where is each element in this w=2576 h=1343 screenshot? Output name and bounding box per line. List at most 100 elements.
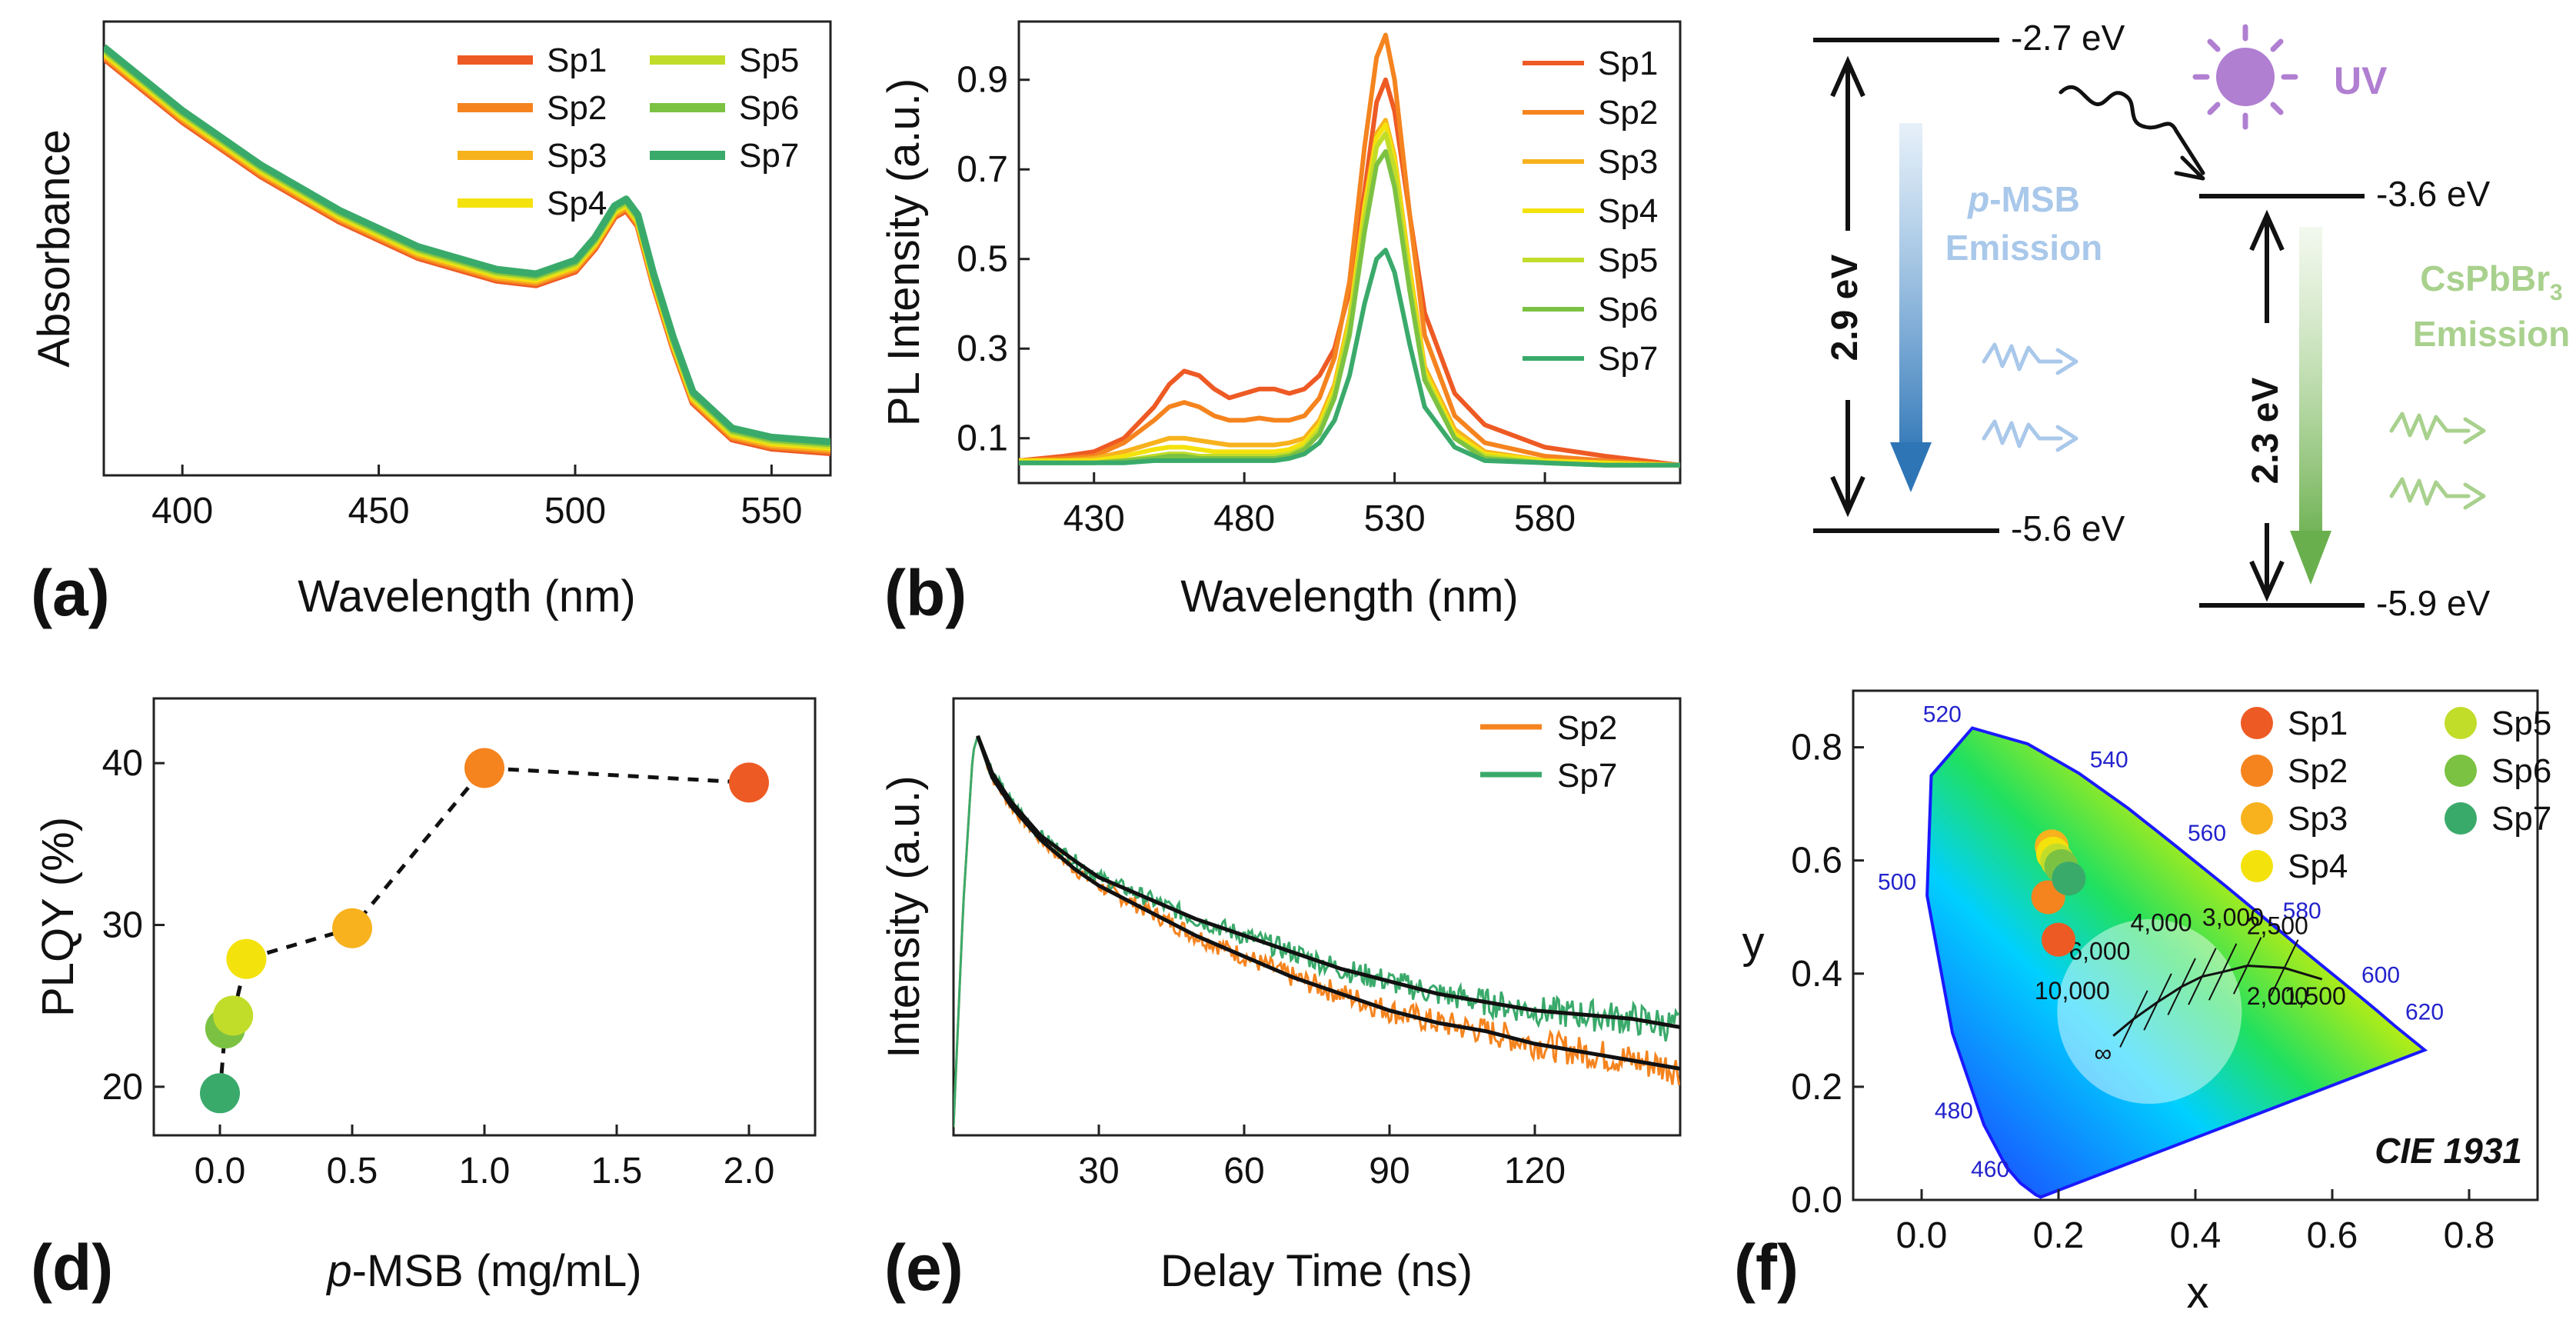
plot-frame (952, 697, 1682, 1137)
legend-label: Sp7 (1598, 340, 1658, 378)
series-line-sp7 (954, 735, 1680, 1128)
y-tick-label: 40 (102, 743, 143, 784)
x-tick-label: 120 (1504, 1151, 1566, 1191)
wavelength-label: 560 (2188, 821, 2226, 846)
legend-swatch-sp2 (2241, 755, 2273, 787)
x-axis-title: x (2187, 1268, 2209, 1318)
legend-label: Sp3 (1598, 143, 1658, 181)
legend-label: Sp4 (1598, 192, 1658, 230)
legend-label: Sp5 (1598, 242, 1658, 279)
y-axis-title: Absorbance (29, 129, 79, 368)
x-axis-title: Delay Time (ns) (1160, 1246, 1473, 1296)
pmsb-homo-label: -5.6 eV (2011, 508, 2125, 548)
isotherm-line (2269, 939, 2299, 997)
wavelength-label: 520 (1923, 702, 1962, 728)
panel-label: (e) (884, 1231, 964, 1304)
panel-label: (b) (884, 557, 967, 629)
y-tick-label: 0.7 (957, 149, 1008, 190)
series-line-sp6 (1019, 148, 1680, 468)
x-axis-title: Wavelength (nm) (298, 572, 635, 622)
legend-swatch-sp4 (2241, 850, 2273, 882)
legend: Sp1 Sp2 Sp3 Sp4 Sp5 Sp6 Sp7 (1523, 45, 1658, 378)
x-tick-label: 90 (1369, 1151, 1409, 1191)
series-line-sp1 (104, 55, 830, 456)
legend-swatch-sp7 (2445, 802, 2477, 835)
x-tick-label: 30 (1078, 1151, 1119, 1191)
isotherm-line (2232, 937, 2262, 995)
x-tick-label: 430 (1063, 498, 1125, 539)
wavelength-label: 580 (2283, 898, 2321, 924)
cct-label: 2,000 (2247, 982, 2308, 1010)
x-axis-title: Wavelength (nm) (1180, 572, 1518, 622)
series-line-sp2 (1019, 32, 1680, 468)
series-line-sp3 (104, 52, 830, 453)
legend-label: Sp1 (547, 42, 607, 79)
x-tick-label: 450 (348, 491, 410, 532)
series-line-sp7 (1019, 248, 1680, 468)
cspbbr3-emission-arrow (2290, 227, 2331, 585)
y-tick-label: 0.8 (1791, 728, 1842, 768)
legend-label: Sp3 (2288, 800, 2348, 838)
panel-d: 0.0 0.5 1.0 1.5 2.0 20 30 40 p-MSB (mg/mL) PLQY… (31, 697, 817, 1304)
panel-c: -2.7 eV -5.6 eV -3.6 eV -5.9 eV 2.9 eV 2… (1813, 18, 2570, 623)
panel-label: (a) (31, 557, 110, 629)
pmsb-gap-label: 2.9 eV (1825, 255, 1865, 362)
y-tick-label: 30 (102, 905, 143, 946)
energy-transfer-arrow (2058, 85, 2205, 181)
data-point-sp3 (332, 908, 372, 948)
x-tick-label: 400 (151, 491, 213, 532)
legend-label: Sp2 (1557, 709, 1617, 747)
x-tick-label: 480 (1213, 498, 1275, 539)
panel-a: 400 450 500 550 Sp1 Sp2 Sp3 Sp4 Sp5 Sp6 Sp7 Wavel… (29, 20, 832, 629)
legend-label: Sp5 (2491, 705, 2551, 742)
connector-line (218, 765, 750, 1094)
fit-line-sp7 (976, 735, 1680, 1029)
pmsb-photon-waves (1982, 342, 2078, 452)
wavelength-label: 500 (1878, 869, 1916, 895)
x-tick-label: 2.0 (724, 1151, 775, 1191)
cspbbr3-emission-label: CsPbBr3 (2420, 258, 2562, 305)
data-point-sp7 (2052, 861, 2086, 896)
x-tick-label: 0.6 (2307, 1215, 2358, 1256)
uv-sun-icon (2192, 24, 2298, 130)
cct-label: 2,500 (2247, 911, 2308, 939)
x-axis-title: p-MSB (mg/mL) (325, 1246, 641, 1296)
series-line-sp2 (954, 735, 1680, 1128)
cct-label: 4,000 (2130, 909, 2192, 937)
x-tick-label: 0.0 (1896, 1215, 1948, 1256)
series-line-sp2 (104, 53, 830, 455)
legend-label: Sp7 (739, 137, 799, 175)
y-tick-label: 20 (102, 1067, 143, 1108)
legend-swatch-sp5 (2445, 707, 2477, 739)
legend-label: Sp1 (1598, 45, 1658, 82)
fit-line-sp2 (976, 735, 1680, 1071)
pmsb-emission-label: p-MSB (1966, 179, 2080, 219)
panel-b: 430 480 530 580 0.1 0.3 0.5 0.7 0.9 Sp1 Sp2 Sp3 Sp4… (879, 20, 1682, 629)
legend-label: Sp6 (739, 89, 799, 127)
legend-swatch-sp3 (2241, 802, 2273, 835)
legend-label: Sp2 (2288, 752, 2348, 790)
x-tick-label: 1.0 (459, 1151, 511, 1191)
plot-frame (1017, 20, 1682, 485)
white-point-glow (2057, 919, 2242, 1105)
cct-label: ∞ (2094, 1039, 2112, 1067)
x-tick-label: 0.2 (2033, 1215, 2085, 1256)
x-tick-label: 530 (1364, 498, 1426, 539)
series-line-sp1 (1019, 77, 1680, 468)
legend-label: Sp5 (739, 42, 799, 79)
cct-label: 3,000 (2202, 903, 2264, 931)
y-tick-label: 0.4 (1791, 954, 1842, 995)
legend-swatch-sp1 (2241, 707, 2273, 739)
wavelength-label: 480 (1935, 1098, 1973, 1124)
data-point-sp1 (2042, 922, 2075, 957)
isotherm-line (2208, 943, 2238, 1001)
data-point-sp2 (464, 748, 504, 788)
y-tick-label: 0.6 (1791, 841, 1842, 881)
cct-label: 6,000 (2068, 937, 2130, 965)
y-tick-label: 0.1 (957, 418, 1008, 459)
panel-label: (d) (31, 1231, 113, 1304)
x-tick-label: 0.4 (2170, 1215, 2222, 1256)
legend-label: Sp4 (547, 185, 607, 222)
cspbbr3-gap-label: 2.3 eV (2245, 378, 2286, 485)
y-tick-label: 0.9 (957, 60, 1008, 101)
